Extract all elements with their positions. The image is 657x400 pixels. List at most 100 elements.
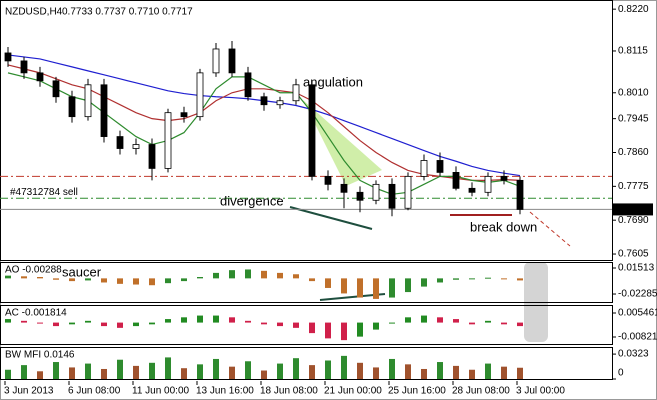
candle-body: [148, 144, 156, 169]
x-tick-label: 25 Jun 16:00: [388, 386, 446, 397]
panel-label: BW MFI 0.0146: [5, 350, 75, 361]
histogram-bar: [165, 357, 171, 379]
quote: 0.7733 0.7737 0.7710 0.7717: [62, 7, 193, 18]
y-tick-label: -0.00821: [618, 332, 657, 343]
histogram-bar: [373, 367, 379, 379]
histogram-bar: [181, 278, 187, 282]
histogram-bar: [357, 362, 363, 379]
histogram-bar: [325, 278, 331, 288]
candle-body: [292, 84, 300, 102]
histogram-bar: [197, 315, 203, 323]
annotation: angulation: [303, 74, 363, 89]
x-tick-label: 3 Jul 00:00: [516, 386, 565, 397]
candle-body: [180, 112, 188, 118]
candle-body: [68, 96, 76, 118]
moving-average: [7, 72, 521, 195]
candle-body: [420, 160, 428, 177]
y-tick-label: 0.7945: [618, 113, 649, 124]
angulation-area: [303, 100, 382, 186]
candle-body: [164, 112, 172, 169]
y-tick-label: 0.8010: [618, 87, 649, 98]
price-label: 0.7717: [616, 204, 647, 215]
histogram-bar: [293, 358, 299, 379]
panel: [0, 305, 613, 345]
panel: [0, 262, 613, 303]
y-tick-label: 0.005461: [618, 308, 657, 319]
histogram-bar: [501, 366, 507, 379]
candle-body: [308, 84, 316, 177]
histogram-bar: [117, 322, 123, 328]
candle-body: [84, 84, 92, 118]
moving-average: [7, 64, 521, 181]
x-tick-label: 18 Jun 08:00: [260, 386, 318, 397]
histogram-bar: [213, 272, 219, 279]
histogram-bar: [421, 278, 427, 287]
histogram-bar: [325, 322, 331, 339]
candle-body: [468, 187, 476, 193]
histogram-bar: [69, 322, 75, 325]
histogram-bar: [53, 278, 59, 280]
histogram-bar: [293, 322, 299, 328]
candle-body: [404, 175, 412, 209]
histogram-bar: [485, 277, 491, 279]
histogram-bar: [101, 322, 107, 327]
x-tick-label: 6 Jun 08:00: [68, 386, 121, 397]
candle-body: [36, 72, 44, 82]
candle-body: [260, 96, 268, 106]
candle-body: [276, 100, 284, 106]
histogram-bar: [357, 278, 363, 298]
histogram-bar: [405, 278, 411, 293]
histogram-bar: [421, 315, 427, 323]
y-tick-label: 0.0323: [618, 349, 649, 360]
candle-body: [484, 175, 492, 193]
histogram-bar: [309, 322, 315, 334]
x-tick-label: 3 Jun 2013: [4, 386, 54, 397]
histogram-bar: [37, 371, 43, 379]
candle-body: [452, 172, 460, 189]
candle-body: [324, 175, 332, 185]
histogram-bar: [229, 270, 235, 279]
histogram-bar: [197, 277, 203, 279]
histogram-bar: [517, 367, 523, 379]
histogram-bar: [373, 322, 379, 330]
histogram-bar: [293, 274, 299, 279]
divergence-line: [289, 206, 373, 230]
candle-body: [116, 136, 124, 149]
panel: [0, 347, 613, 380]
histogram-bar: [69, 367, 75, 379]
histogram-bar: [133, 278, 139, 285]
candle-body: [4, 52, 12, 62]
histogram-bar: [437, 362, 443, 379]
histogram-bar: [213, 315, 219, 323]
histogram-bar: [277, 272, 283, 279]
histogram-bar: [421, 368, 427, 379]
candle-body: [436, 160, 444, 173]
x-tick-label: 11 Jun 00:00: [132, 386, 190, 397]
candle-body: [388, 183, 396, 209]
histogram-bar: [261, 322, 267, 325]
histogram-bar: [341, 278, 347, 294]
histogram-bar: [165, 319, 171, 323]
histogram-bar: [37, 322, 43, 324]
histogram-bar: [469, 322, 475, 325]
candle-body: [516, 179, 524, 210]
histogram-bar: [37, 277, 43, 279]
y-tick-label: 0.7690: [618, 215, 649, 226]
histogram-bar: [501, 322, 507, 325]
histogram-bar: [101, 278, 107, 283]
histogram-bar: [101, 368, 107, 379]
histogram-bar: [181, 368, 187, 379]
panel: [0, 0, 613, 261]
candle-body: [100, 84, 108, 137]
histogram-bar: [245, 320, 251, 323]
histogram-bar: [277, 322, 283, 327]
panel-label: AO -0.00288: [5, 265, 62, 276]
x-tick-label: 13 Jun 16:00: [196, 386, 254, 397]
histogram-bar: [309, 278, 315, 282]
candle-body: [196, 72, 204, 118]
histogram-bar: [373, 278, 379, 299]
histogram-bar: [437, 278, 443, 283]
panel-label: AC -0.001814: [5, 308, 67, 319]
x-tick-label: 28 Jun 08:00: [452, 386, 510, 397]
